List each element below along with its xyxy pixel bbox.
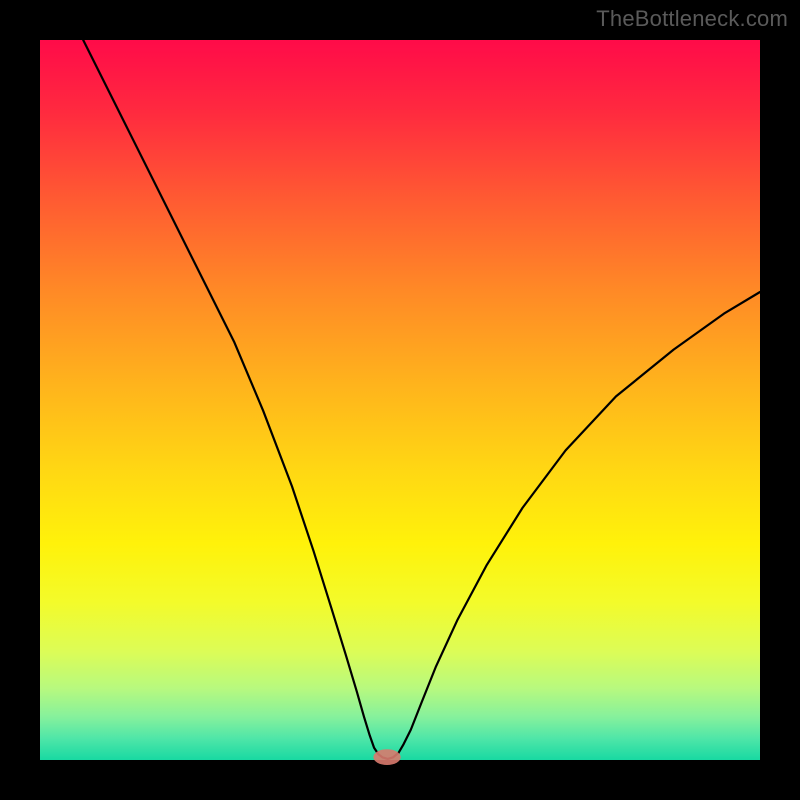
watermark-text: TheBottleneck.com — [596, 6, 788, 32]
chart-background — [40, 40, 760, 760]
bottleneck-chart — [0, 0, 800, 800]
chart-container: TheBottleneck.com — [0, 0, 800, 800]
optimal-point-marker — [373, 749, 400, 765]
